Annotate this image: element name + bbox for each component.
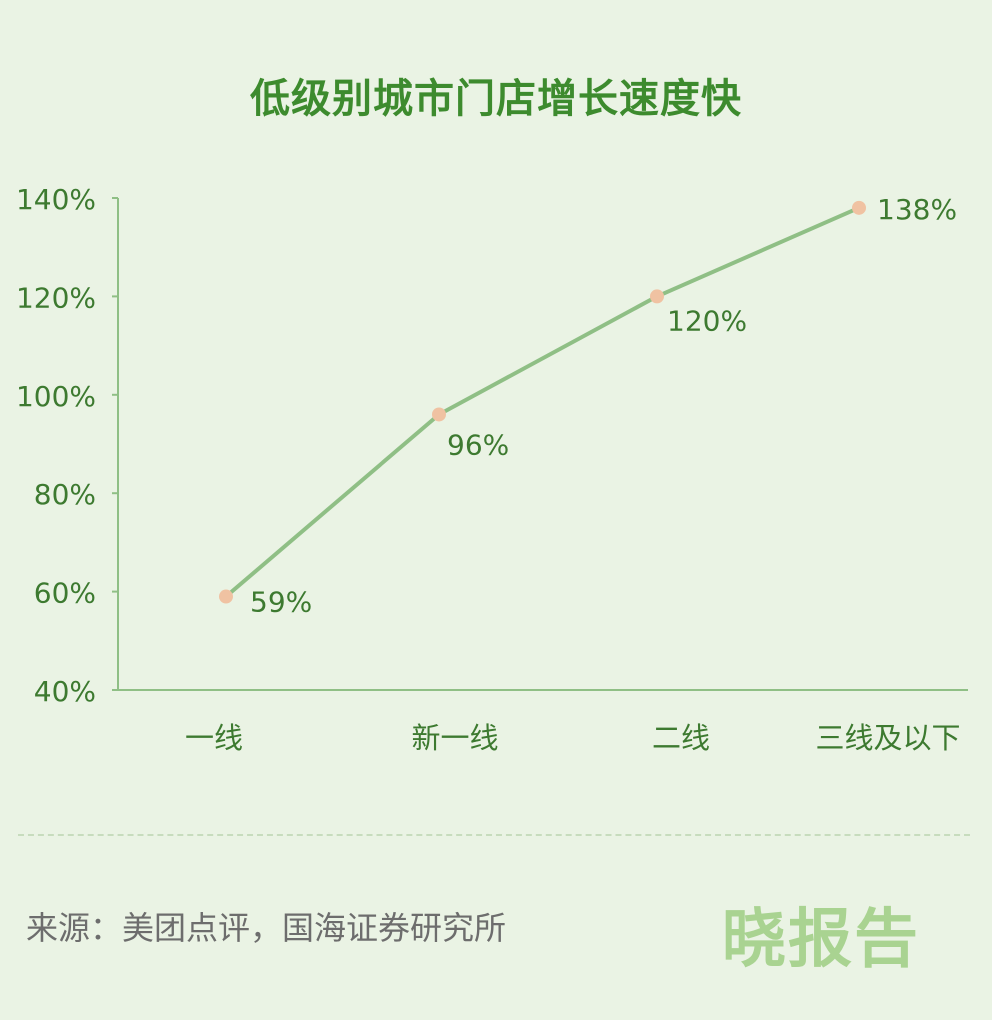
brand-watermark: 晓报告 <box>722 903 920 977</box>
y-tick-label: 60% <box>34 577 96 610</box>
data-point <box>852 200 866 215</box>
source-note: 来源：美团点评，国海证券研究所 <box>26 909 507 947</box>
data-label: 120% <box>667 304 747 337</box>
data-point <box>650 289 664 304</box>
series-line <box>224 205 861 599</box>
x-category-label: 二线 <box>652 721 710 755</box>
y-tick-label: 120% <box>16 281 96 314</box>
y-tick-label: 80% <box>34 478 96 511</box>
data-label: 59% <box>250 586 312 619</box>
x-category-label: 三线及以下 <box>815 721 960 755</box>
y-tick-label: 140% <box>16 183 96 216</box>
x-category-label: 一线 <box>185 721 243 755</box>
line-chart: 40% 60% 80% 100% 120% 140% 一线 新一线 二线 三线及以下 59% 96% 1… <box>16 183 968 755</box>
x-category-label: 新一线 <box>411 721 498 755</box>
y-tick-label: 40% <box>34 675 96 708</box>
data-label: 96% <box>447 428 509 461</box>
data-point <box>219 589 233 604</box>
y-tick-label: 100% <box>16 380 96 413</box>
data-point <box>432 407 446 422</box>
divider <box>18 834 970 836</box>
data-label: 138% <box>877 193 957 226</box>
chart-title: 低级别城市门店增长速度快 <box>250 76 742 122</box>
